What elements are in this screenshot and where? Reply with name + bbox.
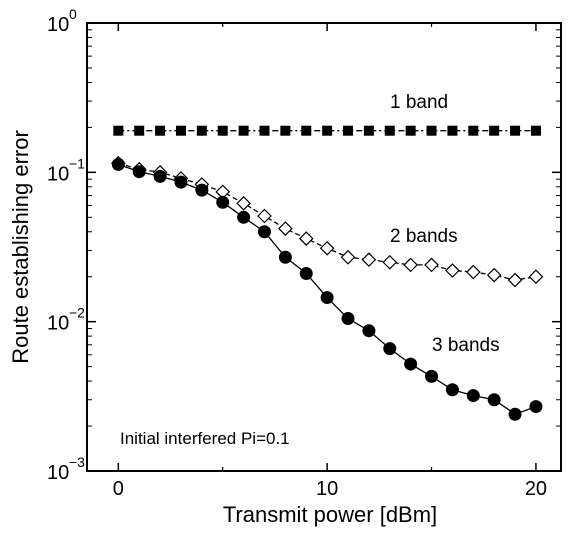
data-point-square — [384, 125, 395, 136]
data-point-circle — [508, 407, 522, 421]
data-point-circle — [362, 324, 376, 338]
data-point-diamond — [486, 267, 502, 283]
data-point-circle — [299, 267, 313, 281]
x-tick-label: 10 — [316, 478, 338, 500]
data-point-square — [259, 125, 270, 136]
y-tick-label: 10 — [47, 14, 69, 36]
data-point-circle — [237, 210, 251, 224]
series-label: 1 band — [390, 92, 448, 113]
y-tick-exponent: 0 — [69, 6, 77, 22]
data-point-square — [489, 125, 500, 136]
y-tick-label: 10 — [47, 313, 69, 335]
data-point-square — [134, 125, 145, 136]
series-1 — [113, 125, 541, 136]
data-point-square — [363, 125, 374, 136]
data-point-square — [301, 125, 312, 136]
data-point-circle — [216, 195, 230, 209]
data-point-diamond — [528, 269, 544, 285]
data-point-square — [530, 125, 541, 136]
x-axis-title: Transmit power [dBm] — [223, 502, 437, 527]
data-point-circle — [529, 400, 543, 414]
data-point-diamond — [382, 254, 398, 270]
series-3 — [111, 157, 543, 421]
ticks — [87, 22, 561, 472]
series-line — [118, 163, 537, 415]
data-point-square — [322, 125, 333, 136]
data-point-square — [510, 125, 521, 136]
data-point-circle — [257, 225, 271, 239]
data-point-diamond — [319, 240, 335, 256]
annotation-text: Initial interfered Pi=0.1 — [120, 429, 290, 448]
data-point-diamond — [424, 257, 439, 273]
data-point-square — [238, 125, 249, 136]
data-point-circle — [195, 183, 209, 197]
y-tick-exponent: −3 — [69, 454, 85, 470]
data-point-diamond — [507, 272, 523, 288]
data-point-diamond — [445, 263, 460, 278]
series-2 — [110, 155, 544, 288]
data-point-circle — [445, 383, 459, 397]
data-point-square — [447, 125, 458, 136]
data-point-square — [280, 125, 291, 136]
data-point-circle — [153, 169, 167, 183]
series-label: 2 bands — [390, 226, 458, 247]
y-tick-exponent: −1 — [69, 155, 85, 171]
y-tick-label: 10 — [47, 163, 69, 185]
y-tick-label: 10 — [47, 462, 69, 484]
data-point-circle — [404, 357, 418, 371]
data-point-circle — [174, 175, 188, 189]
plot-frame — [86, 22, 562, 472]
x-tick-label: 20 — [525, 478, 547, 500]
series-layer — [110, 125, 544, 421]
data-point-diamond — [236, 195, 251, 211]
data-point-square — [343, 125, 354, 136]
data-point-square — [426, 125, 437, 136]
data-point-square — [113, 125, 124, 136]
data-point-diamond — [361, 252, 377, 268]
x-tick-label: 0 — [113, 478, 124, 500]
data-point-square — [175, 125, 186, 136]
data-point-diamond — [257, 208, 272, 224]
series-label: 3 bands — [432, 335, 500, 356]
data-point-circle — [466, 389, 480, 403]
data-point-diamond — [465, 264, 481, 280]
data-point-circle — [111, 157, 125, 171]
data-point-circle — [425, 369, 439, 383]
data-point-diamond — [278, 221, 293, 236]
data-point-square — [217, 125, 228, 136]
data-point-square — [155, 125, 166, 136]
data-point-square — [196, 125, 207, 136]
data-point-circle — [487, 393, 501, 407]
data-point-circle — [341, 312, 355, 326]
data-point-circle — [383, 342, 397, 356]
data-point-diamond — [340, 249, 356, 265]
y-tick-exponent: −2 — [69, 305, 85, 321]
data-point-circle — [278, 250, 292, 264]
data-point-square — [405, 125, 416, 136]
y-axis-title: Route establishing error — [8, 130, 33, 364]
data-point-circle — [132, 165, 146, 179]
data-point-square — [468, 125, 479, 136]
data-point-diamond — [298, 231, 314, 246]
data-point-circle — [320, 291, 334, 305]
data-point-diamond — [403, 257, 419, 273]
